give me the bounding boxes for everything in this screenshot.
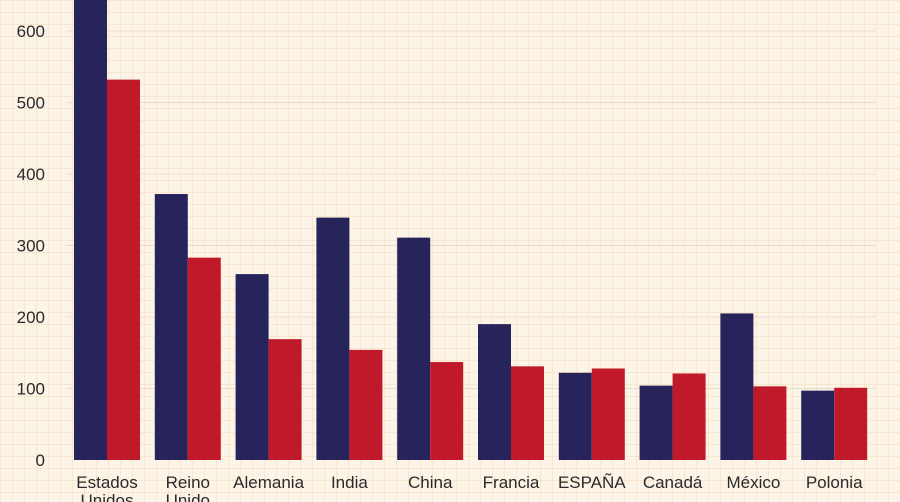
x-category-label: México [726,473,780,492]
y-tick-label: 0 [36,451,45,470]
x-category-label: Francia [483,473,540,492]
bar-1-2 [235,274,269,460]
y-tick-label: 400 [17,165,45,184]
bar-1-3 [316,217,350,460]
x-category-label: Alemania [233,473,304,492]
x-category-label: India [331,473,368,492]
y-tick-label: 300 [17,237,45,256]
bars [74,0,868,461]
bar-1-5 [478,324,511,460]
bar-1-9 [801,390,835,460]
bar-2-7 [672,373,706,460]
bar-2-9 [834,387,868,460]
bar-1-6 [558,372,592,460]
bar-2-0 [107,79,140,461]
bar-1-1 [154,194,188,460]
y-tick-label: 600 [17,22,45,41]
bar-1-7 [639,385,673,460]
bar-1-8 [720,313,754,460]
bar-2-5 [511,366,544,460]
y-tick-label: 200 [17,308,45,327]
bar-1-4 [397,237,431,460]
x-category-label: Polonia [806,473,863,492]
y-tick-label: 100 [17,380,45,399]
x-category-label: ESPAÑA [558,473,626,492]
x-category-label: Estados Unidos [76,473,137,502]
bar-2-8 [753,386,787,460]
x-category-label: Canadá [643,473,703,492]
y-axis-ticks: 0 100 200 300 400 500 600 [17,22,45,470]
x-axis-labels: Estados Unidos Reino Unido Alemania India Chin… [76,473,863,502]
y-tick-label: 500 [17,94,45,113]
bar-2-2 [268,339,302,460]
x-category-label: China [408,473,453,492]
bar-2-3 [349,349,383,460]
bar-1-0 [74,0,107,460]
bar-2-1 [187,257,221,460]
bar-2-4 [430,362,464,460]
bar-2-6 [591,368,625,460]
x-category-label: Reino Unido [166,473,210,502]
